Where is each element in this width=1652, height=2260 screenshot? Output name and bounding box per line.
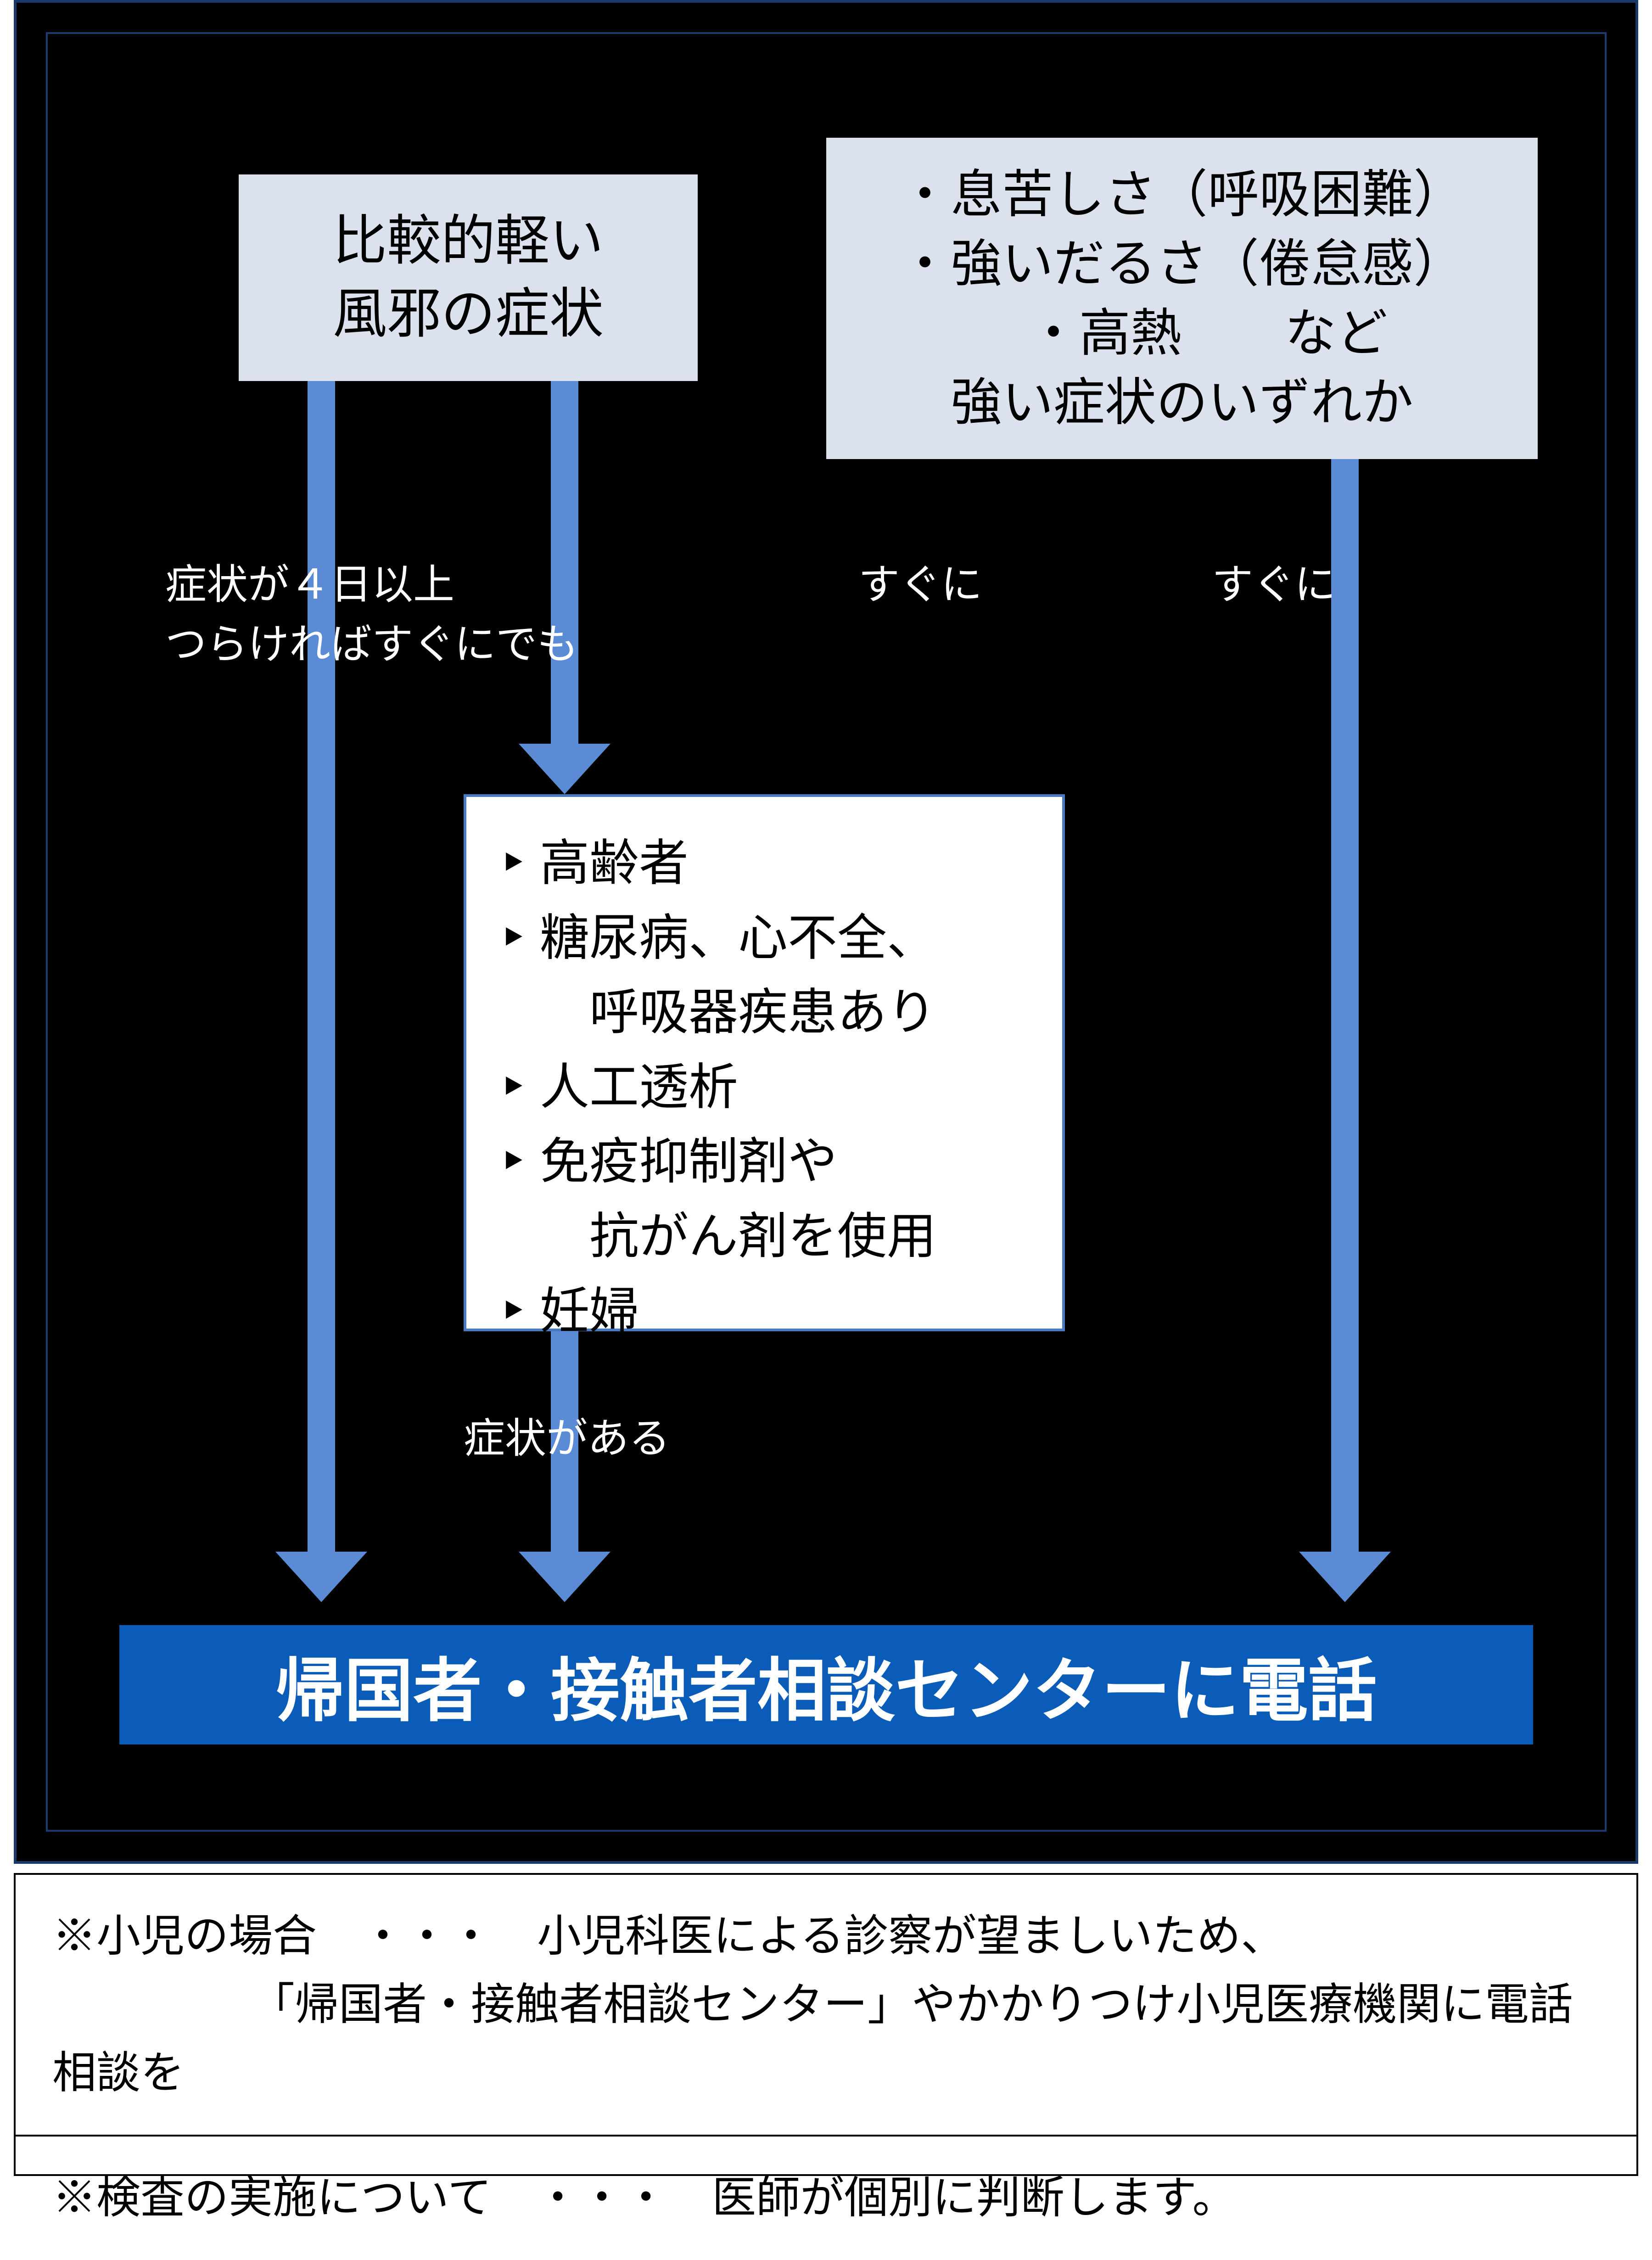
risk-item-text: 糖尿病、心不全、 [540,902,936,974]
box-mild-symptoms: 比較的軽い 風邪の症状 [239,174,698,381]
risk-item: 抗がん剤を使用 [498,1200,1030,1273]
bullet-icon [498,1200,540,1273]
note-children: ※小児の場合 ・・・ 小児科医による診察が望ましいため、 「帰国者・接触者相談セ… [16,1875,1636,2135]
note-testing: ※検査の実施について ・・・ 医師が個別に判断します。 [16,2137,1636,2260]
note-children-line2: 「帰国者・接触者相談センター」やかかりつけ小児医療機関に電話相談を [52,1971,1600,2108]
box-severe-symptoms: ・息苦しさ（呼吸困難） ・強いだるさ（倦怠感） ・高熱 など 強い症状のいずれか [826,138,1538,459]
label-has-symptoms: 症状がある [464,1405,670,1464]
bullet-icon [498,976,540,1049]
risk-item-text: 高齢者 [540,827,689,899]
risk-item-text: 妊婦 [540,1275,639,1347]
bullet-icon: ‣ [498,1126,540,1198]
box-severe-line2: ・強いだるさ（倦怠感） [899,229,1465,298]
note-children-line1: ※小児の場合 ・・・ 小児科医による診察が望ましいため、 [52,1902,1600,1971]
bullet-icon: ‣ [498,1275,540,1347]
box-risk-groups: ‣高齢者‣糖尿病、心不全、 呼吸器疾患あり‣人工透析‣免疫抑制剤や 抗がん剤を使… [464,794,1065,1331]
risk-item: ‣免疫抑制剤や [498,1126,1030,1198]
notes-box: ※小児の場合 ・・・ 小児科医による診察が望ましいため、 「帰国者・接触者相談セ… [14,1873,1638,2176]
note-testing-line: ※検査の実施について ・・・ 医師が個別に判断します。 [52,2164,1600,2232]
risk-item-text: 抗がん剤を使用 [540,1200,936,1273]
label-if-painful: つらければすぐにでも [165,611,578,670]
risk-item: ‣高齢者 [498,827,1030,899]
risk-item: 呼吸器疾患あり [498,976,1030,1049]
label-4days: 症状が４日以上 [165,551,454,611]
box-severe-line1: ・息苦しさ（呼吸困難） [899,160,1465,229]
risk-item-text: 免疫抑制剤や [540,1126,837,1198]
box-mild-line1: 比較的軽い [333,205,604,278]
risk-item: ‣人工透析 [498,1051,1030,1123]
bullet-icon: ‣ [498,1051,540,1123]
bullet-icon: ‣ [498,827,540,899]
risk-item: ‣糖尿病、心不全、 [498,902,1030,974]
label-immediately-2: すぐに [1212,551,1336,611]
box-mild-line2: 風邪の症状 [333,278,604,351]
action-text: 帰国者・接触者相談センターに電話 [275,1635,1377,1735]
label-immediately-1: すぐに [858,551,982,611]
action-call-center: 帰国者・接触者相談センターに電話 [119,1625,1533,1744]
box-severe-line4: 強い症状のいずれか [951,368,1413,437]
risk-item-text: 呼吸器疾患あり [540,976,936,1049]
risk-item-text: 人工透析 [540,1051,738,1123]
bullet-icon: ‣ [498,902,540,974]
risk-item: ‣妊婦 [498,1275,1030,1347]
box-severe-line3: ・高熱 など [976,298,1388,368]
